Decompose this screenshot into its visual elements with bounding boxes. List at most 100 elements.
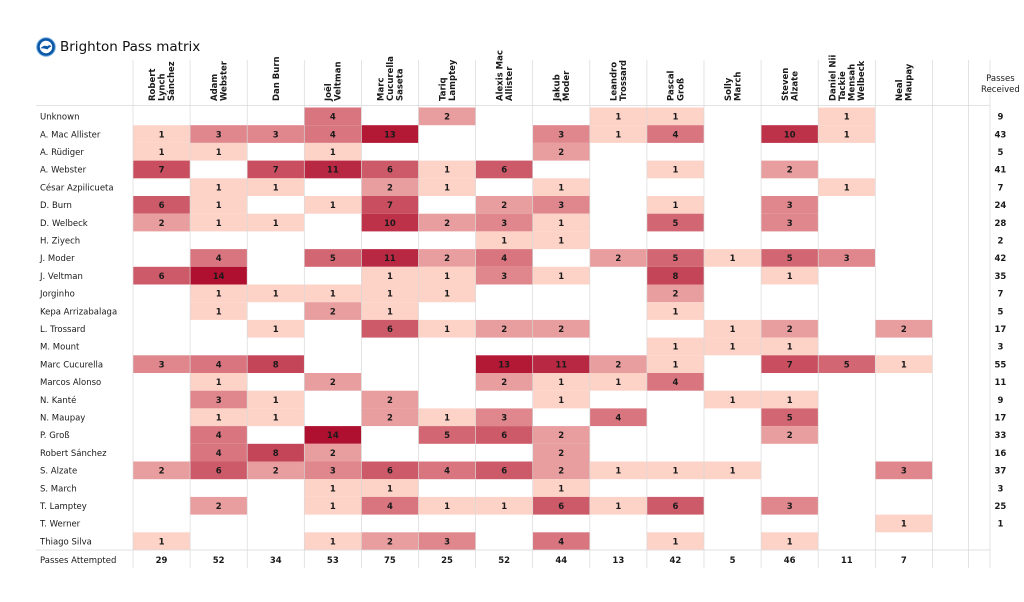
cell-value-label: 6 [501, 431, 507, 441]
heatmap-cell [646, 496, 704, 515]
row-total-value: 25 [994, 502, 1006, 512]
cell-value-label: 1 [216, 307, 222, 317]
heatmap-cell [475, 249, 533, 267]
heatmap-cell [361, 390, 419, 409]
row-label: J. Moder [39, 254, 75, 264]
heatmap-cell [589, 408, 647, 427]
row-total-value: 3 [997, 343, 1003, 353]
cell-value-label: 1 [216, 183, 222, 193]
heatmap-cell [133, 142, 191, 161]
cell-value-label: 4 [672, 378, 678, 388]
cell-value-label: 1 [216, 413, 222, 423]
row-total-value: 7 [997, 290, 1003, 300]
cell-value-label: 2 [330, 378, 336, 388]
column-total-value: 5 [730, 556, 736, 566]
cell-value-label: 2 [387, 413, 393, 423]
heatmap-cell [247, 408, 305, 427]
cell-value-label: 6 [672, 502, 678, 512]
cell-value-label: 4 [330, 113, 336, 123]
cell-value-label: 2 [787, 325, 793, 335]
row-total-value: 33 [994, 431, 1006, 441]
heatmap-cell [304, 496, 362, 515]
column-header-label: Lynch [158, 73, 168, 101]
cell-value-label: 1 [787, 343, 793, 353]
heatmap-cell [761, 196, 819, 214]
column-header-label: Cucurella [386, 56, 396, 101]
heatmap-cell [646, 249, 704, 267]
row-total-value: 5 [997, 148, 1003, 158]
cell-value-label: 1 [787, 537, 793, 547]
row-label: T. Lamptey [39, 502, 87, 512]
cell-value-label: 3 [787, 201, 793, 211]
heatmap-cell [361, 125, 419, 143]
column-header-label: Groß [676, 78, 686, 101]
cell-value-label: 2 [615, 254, 621, 264]
heatmap-cell [532, 355, 590, 373]
column-total-value: 13 [612, 556, 624, 566]
cell-value-label: 2 [387, 396, 393, 406]
row-label: Kepa Arrizabalaga [40, 307, 117, 317]
cell-value-label: 4 [501, 254, 507, 264]
row-label: T. Werner [39, 520, 81, 530]
heatmap-cell [532, 496, 590, 515]
cell-value-label: 1 [159, 130, 165, 140]
heatmap-cell [818, 125, 876, 143]
heatmap-cell [646, 196, 704, 214]
heatmap-cell [646, 302, 704, 320]
chart-title: Brighton Pass matrix [60, 39, 201, 55]
column-header-label: Veltman [334, 62, 344, 102]
cell-value-label: 4 [216, 431, 222, 441]
cell-value-label: 1 [273, 219, 279, 229]
heatmap-cell [646, 284, 704, 303]
cell-value-label: 10 [384, 219, 396, 229]
heatmap-cell [190, 284, 248, 303]
cell-value-label: 3 [444, 537, 450, 547]
cell-value-label: 1 [330, 201, 336, 211]
heatmap-cell [646, 532, 704, 550]
cell-value-label: 1 [901, 360, 907, 370]
heatmap-cell [418, 319, 476, 338]
heatmap-cell [361, 178, 419, 196]
cell-value-label: 3 [330, 467, 336, 477]
heatmap-cell [646, 107, 704, 126]
row-total-value: 37 [994, 467, 1006, 477]
cell-value-label: 3 [273, 130, 279, 140]
column-header-label: Robert [148, 69, 158, 102]
cell-value-label: 1 [672, 166, 678, 176]
cell-value-label: 2 [273, 467, 279, 477]
heatmap-cell [761, 355, 819, 373]
column-header-label: March [733, 72, 743, 101]
cell-value-label: 1 [216, 378, 222, 388]
heatmap-cell [190, 302, 248, 320]
cell-value-label: 5 [672, 219, 678, 229]
cell-value-label: 2 [615, 360, 621, 370]
cell-value-label: 13 [498, 360, 510, 370]
heatmap-cell [418, 426, 476, 444]
heatmap-cell [304, 142, 362, 161]
cell-value-label: 1 [615, 378, 621, 388]
cell-value-label: 1 [672, 343, 678, 353]
column-total-value: 46 [784, 556, 796, 566]
cell-value-label: 1 [558, 183, 564, 193]
cell-value-label: 5 [787, 413, 793, 423]
heatmap-cell [532, 142, 590, 161]
heatmap-cell [190, 125, 248, 143]
column-header-label: Dan Burn [272, 56, 282, 101]
cell-value-label: 13 [384, 130, 396, 140]
heatmap-cell [418, 213, 476, 232]
cell-value-label: 2 [901, 325, 907, 335]
cell-value-label: 1 [444, 183, 450, 193]
cell-value-label: 2 [159, 219, 165, 229]
cell-value-label: 1 [615, 113, 621, 123]
cell-value-label: 1 [672, 307, 678, 317]
cell-value-label: 5 [672, 254, 678, 264]
heatmap-cell [475, 408, 533, 427]
cell-value-label: 1 [501, 502, 507, 512]
heatmap-cell [475, 231, 533, 250]
cell-value-label: 6 [387, 166, 393, 176]
cell-value-label: 1 [672, 113, 678, 123]
column-header-label: Marc [376, 78, 386, 101]
column-total-value: 52 [213, 556, 225, 566]
cell-value-label: 1 [444, 272, 450, 282]
